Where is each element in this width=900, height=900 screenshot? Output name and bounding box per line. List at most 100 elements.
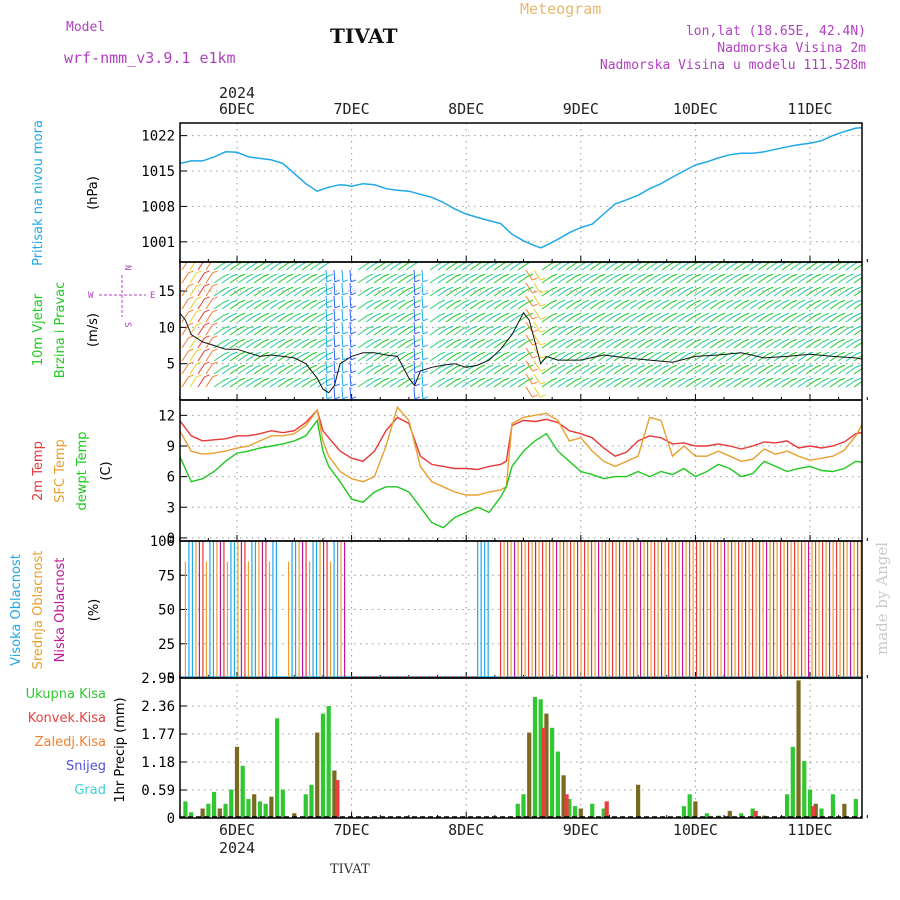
wind-barb <box>365 301 377 310</box>
wind-barb <box>429 340 441 349</box>
wind-barb <box>381 314 393 323</box>
precip-bar <box>320 713 326 818</box>
wind-barb-flag <box>783 273 790 277</box>
wind-barb-flag <box>231 325 238 329</box>
wind-barb <box>501 340 513 349</box>
wind-barb <box>573 262 585 271</box>
wind-barb-flag <box>647 325 654 329</box>
wind-barb-flag <box>422 331 429 335</box>
wind-barb <box>285 379 297 388</box>
wind-barb-flag <box>342 318 349 322</box>
wind-barb-flag <box>615 338 622 342</box>
wind-barb <box>725 301 737 310</box>
wind-barb-flag <box>391 299 398 303</box>
wind-barb-flag <box>196 348 202 352</box>
wind-barb-flag <box>855 286 862 290</box>
wind-barb-flag <box>783 351 790 355</box>
wind-barb <box>605 262 617 271</box>
wind-barb <box>573 314 585 323</box>
wind-barb-flag <box>815 325 822 329</box>
wind-barb <box>629 353 641 362</box>
wind-barb-flag <box>511 273 518 277</box>
wind-barb <box>189 337 197 349</box>
wind-barb <box>677 301 689 310</box>
wind-barb <box>845 314 857 323</box>
wind-barb <box>725 379 737 388</box>
wind-barb-flag <box>295 273 302 277</box>
wind-barb-flag <box>551 286 558 290</box>
wind-barb <box>821 301 833 310</box>
wind-barb-flag <box>415 312 422 316</box>
wind-barb <box>509 275 521 284</box>
wind-barb-flag <box>407 325 414 329</box>
wind-barb-flag <box>375 338 382 342</box>
wind-barb <box>389 288 401 297</box>
wind-barb <box>333 334 336 348</box>
wind-barb <box>509 379 521 388</box>
wind-barb-flag <box>607 299 614 303</box>
wind-barb <box>693 340 705 349</box>
temp2m-axis-title: 2m Temp <box>31 441 46 501</box>
wind-barb-flag <box>695 364 702 368</box>
precip-frame <box>179 677 863 819</box>
wind-barb-flag <box>719 286 726 290</box>
wind-barb-flag <box>263 286 270 290</box>
wind-barb-flag <box>503 377 510 381</box>
wind-barb-flag <box>263 325 270 329</box>
wind-barb-flag <box>447 273 454 277</box>
wind-barb-flag <box>414 383 421 387</box>
wind-barb-flag <box>759 325 766 329</box>
wind-barb <box>181 337 189 349</box>
wind-barb <box>421 295 424 309</box>
wind-barb <box>429 366 441 375</box>
wind-barb-flag <box>767 312 774 316</box>
wind-barb <box>773 288 785 297</box>
wind-barb-flag <box>727 364 734 368</box>
wind-barb-flag <box>864 287 869 289</box>
wind-barb-flag <box>414 396 421 400</box>
wind-barb-flag <box>303 286 310 290</box>
wind-barb <box>301 340 313 349</box>
wind-barb <box>581 301 593 310</box>
wind-barb-flag <box>791 351 798 355</box>
wind-barb-flag <box>279 338 286 342</box>
wind-barb <box>213 275 225 284</box>
wind-barb <box>501 262 513 271</box>
pressure-unit-label: (hPa) <box>86 176 101 210</box>
wind-barb <box>789 301 801 310</box>
wind-barb <box>509 301 521 310</box>
wind-barb <box>301 288 313 297</box>
wind-barb <box>677 366 689 375</box>
wind-barb-flag <box>188 374 194 378</box>
wind-barb-flag <box>775 299 782 303</box>
wind-barb <box>797 288 809 297</box>
precip-bar <box>853 799 858 818</box>
wind-barb <box>581 275 593 284</box>
wind-barb <box>181 363 189 375</box>
wind-barb-flag <box>439 325 446 329</box>
precip-bar <box>561 775 566 818</box>
wind-barb <box>341 282 344 296</box>
wind-barb-flag <box>255 325 262 329</box>
wind-barb-flag <box>599 351 606 355</box>
wind-barb <box>725 262 737 271</box>
wind-barb-flag <box>695 377 702 381</box>
wind-barb <box>693 353 705 362</box>
wind-barb <box>549 288 561 297</box>
wind-barb-flag <box>847 377 854 381</box>
wind-barb-flag <box>559 351 566 355</box>
wind-barb <box>341 386 344 400</box>
wind-barb <box>677 288 689 297</box>
wind-barb <box>341 269 344 283</box>
wind-barb-flag <box>623 286 630 290</box>
wind-barb-flag <box>559 299 566 303</box>
wind-barb-flag <box>455 299 462 303</box>
wind-barb <box>397 327 409 336</box>
wind-barb <box>445 262 457 271</box>
pressure-frame <box>179 122 863 263</box>
wind-barb <box>533 386 541 398</box>
wind-barb-flag <box>775 351 782 355</box>
wind-barb <box>333 308 336 322</box>
wind-barb-flag <box>599 299 606 303</box>
wind-barb-flag <box>415 325 422 329</box>
